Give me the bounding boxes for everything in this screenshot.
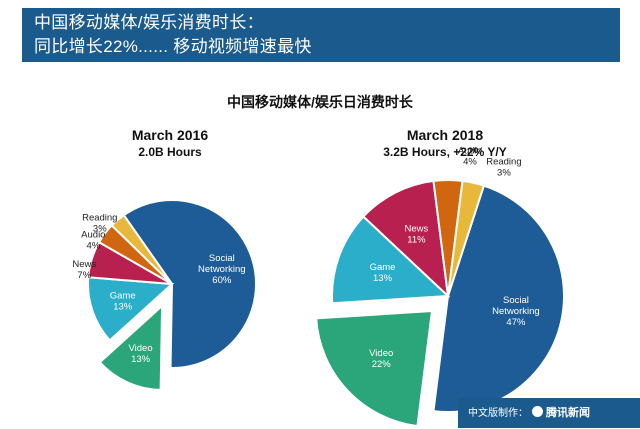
panel-2016-subtitle: 2.0B Hours bbox=[138, 145, 202, 159]
pie-march-2018: Social Networking 47% Video 22% Game 13% News 11… bbox=[315, 146, 565, 428]
chart-title: 中国移动媒体/娱乐日消费时长 bbox=[227, 94, 413, 110]
pie-slice-game bbox=[331, 215, 451, 305]
slice-label-reading: Reading 3% bbox=[486, 157, 521, 179]
slice-label-social-networking: Social Networking 60% bbox=[198, 253, 246, 286]
slice-label-video: Video 22% bbox=[369, 348, 393, 370]
pie-slice-game bbox=[87, 276, 175, 342]
footer-credit: 中文版制作： 腾讯新闻 bbox=[458, 398, 640, 428]
pie-slice-video bbox=[98, 303, 164, 391]
header-line-1: 中国移动媒体/娱乐消费时长： bbox=[34, 13, 264, 32]
header-line-2: 同比增长22%...... 移动视频增速最快 bbox=[34, 37, 312, 56]
panel-title-2018: March 2018 3.2B Hours, +22% Y/Y bbox=[360, 126, 530, 160]
panel-2018-subtitle: 3.2B Hours, +22% Y/Y bbox=[383, 145, 507, 159]
slice-label-news: News 7% bbox=[72, 259, 96, 281]
top-margin bbox=[0, 0, 640, 8]
slice-label-audio: Audio 4% bbox=[458, 146, 482, 168]
pie-slice-news bbox=[362, 179, 450, 299]
slice-label-game: Game 13% bbox=[370, 262, 396, 284]
footer-brand: 腾讯新闻 bbox=[546, 407, 590, 419]
slice-label-video: Video 13% bbox=[129, 343, 153, 365]
pie-slice-reading bbox=[447, 179, 486, 297]
slice-label-reading: Reading 3% bbox=[82, 212, 117, 234]
pie-slice-video bbox=[315, 309, 434, 428]
pie-slice-social-networking bbox=[122, 199, 257, 369]
slice-label-game: Game 13% bbox=[110, 290, 136, 312]
panel-title-2016: March 2016 2.0B Hours bbox=[90, 126, 250, 160]
slice-label-news: News 11% bbox=[405, 223, 429, 245]
slice-label-social-networking: Social Networking 47% bbox=[492, 295, 540, 328]
slice-label-audio: Audio 4% bbox=[81, 230, 105, 252]
pie-slice-reading bbox=[110, 213, 173, 285]
panel-2016-title: March 2016 bbox=[131, 127, 209, 143]
pie-march-2016: Social Networking 60% Video 13% Game 13% News 7%… bbox=[72, 199, 257, 391]
brand-logo-icon bbox=[532, 406, 543, 417]
panel-2018-title: March 2018 bbox=[406, 127, 484, 143]
footer-prefix: 中文版制作： bbox=[468, 408, 528, 419]
slide-header: 中国移动媒体/娱乐消费时长： 同比增长22%...... 移动视频增速最快 bbox=[22, 8, 620, 62]
